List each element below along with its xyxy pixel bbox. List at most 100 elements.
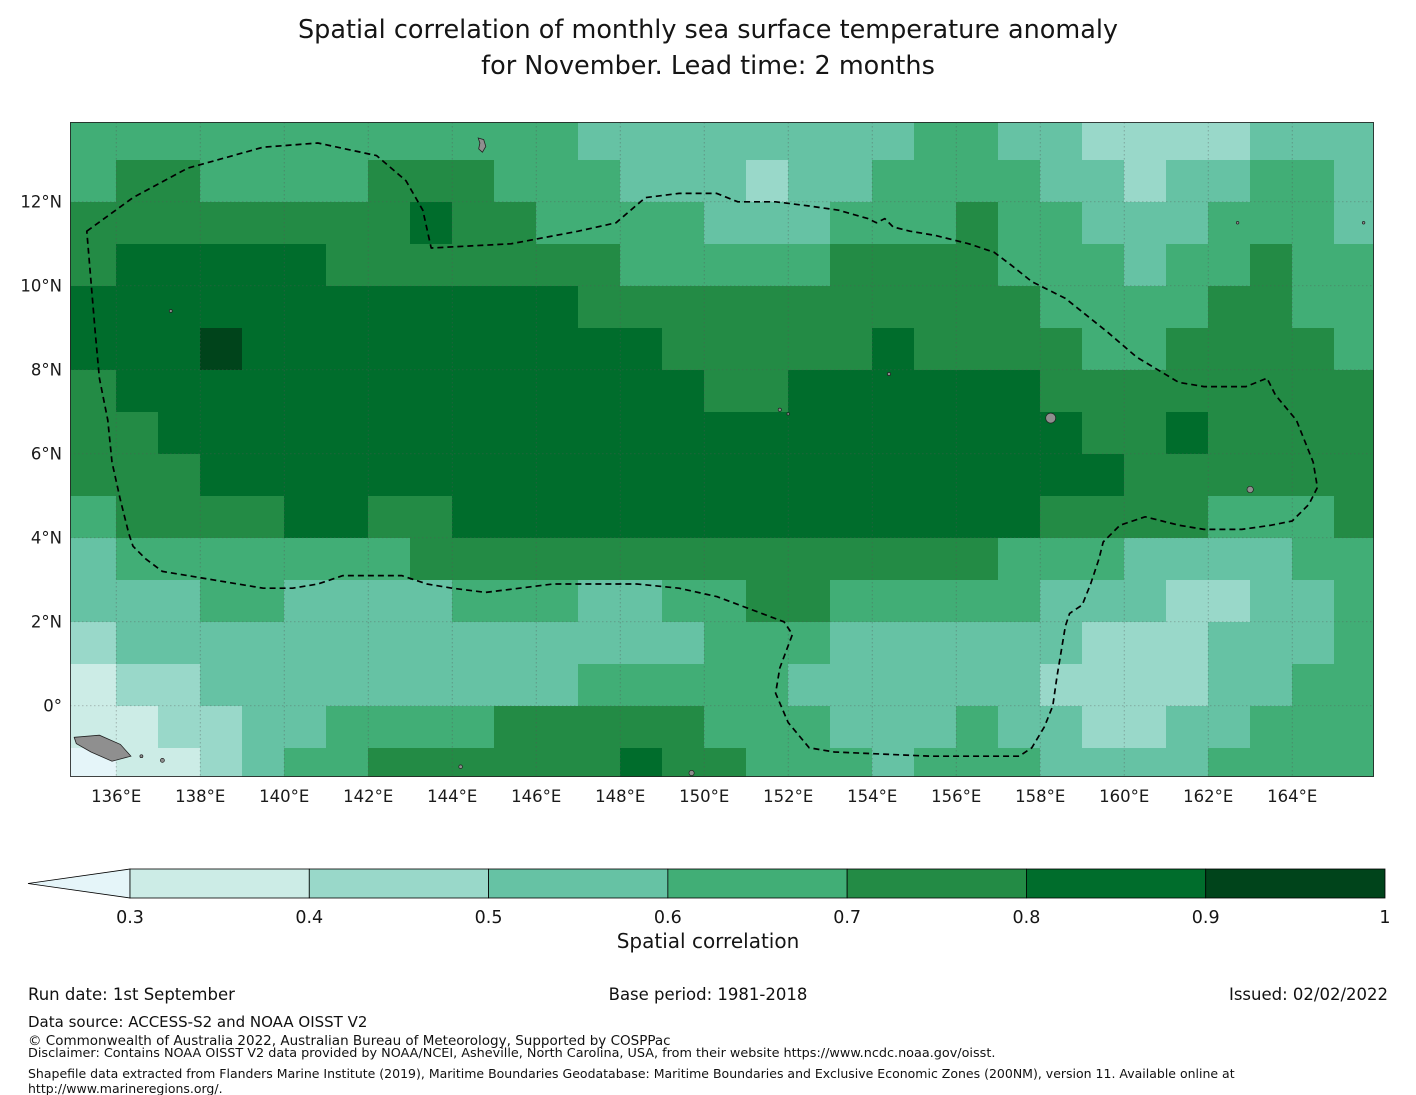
island-chuuk-2 — [786, 412, 790, 416]
map-cell — [242, 159, 285, 202]
map-cell — [830, 579, 873, 622]
map-cell — [326, 663, 369, 706]
map-cell — [116, 621, 159, 664]
x-tick-label: 158°E — [1015, 787, 1066, 806]
map-cell — [662, 579, 705, 622]
map-cell — [1250, 705, 1293, 748]
map-cell — [368, 411, 411, 454]
map-cell — [704, 537, 747, 580]
map-cell — [1292, 537, 1335, 580]
map-cell — [200, 747, 243, 777]
map-cell — [998, 411, 1041, 454]
x-tick-label: 146°E — [511, 787, 562, 806]
map-cell — [830, 537, 873, 580]
map-cell — [1040, 243, 1083, 286]
map-cell — [1334, 285, 1374, 328]
map-cell — [956, 705, 999, 748]
map-cell — [242, 747, 285, 777]
map-cell — [242, 495, 285, 538]
map-cell — [998, 453, 1041, 496]
map-cell — [1124, 621, 1167, 664]
map-cell — [746, 369, 789, 412]
map-cell — [284, 495, 327, 538]
map-cell — [1166, 663, 1209, 706]
map-cell — [998, 663, 1041, 706]
map-cell — [1250, 159, 1293, 202]
map-cell — [452, 579, 495, 622]
map-cell — [830, 411, 873, 454]
map-cell — [1292, 411, 1335, 454]
map-cell — [116, 411, 159, 454]
map-cell — [1082, 453, 1125, 496]
map-cell — [116, 369, 159, 412]
map-cell — [200, 159, 243, 202]
map-cell — [1334, 122, 1374, 160]
data-source-text: Data source: ACCESS-S2 and NOAA OISST V2 — [28, 1013, 368, 1031]
map-cell — [1334, 201, 1374, 244]
map-cell — [914, 705, 957, 748]
map-cell — [536, 579, 579, 622]
map-cell — [620, 327, 663, 370]
map-cell — [788, 327, 831, 370]
map-cell — [70, 243, 117, 286]
map-cell — [788, 579, 831, 622]
map-cell — [662, 621, 705, 664]
colorbar-tick-label: 0.6 — [654, 908, 682, 928]
map-cell — [452, 369, 495, 412]
map-cell — [116, 453, 159, 496]
map-cell — [116, 537, 159, 580]
colorbar-svg: 0.3 0.4 0.5 0.6 0.7 0.8 0.9 1 — [27, 868, 1391, 928]
island-guam — [477, 137, 487, 153]
map-cell — [956, 495, 999, 538]
map-cell — [830, 621, 873, 664]
map-cell — [452, 747, 495, 777]
map-cell — [410, 705, 453, 748]
map-cell — [116, 285, 159, 328]
map-cell — [326, 122, 369, 160]
map-cell — [116, 705, 159, 748]
map-cell — [620, 201, 663, 244]
map-cell — [1334, 159, 1374, 202]
x-tick-label: 140°E — [259, 787, 310, 806]
map-cell — [620, 579, 663, 622]
map-cell — [494, 747, 537, 777]
x-tick-label: 150°E — [679, 787, 730, 806]
map-cell — [746, 537, 789, 580]
x-tick-label: 164°E — [1267, 787, 1318, 806]
map-cell — [368, 159, 411, 202]
map-cell — [1082, 411, 1125, 454]
map-cell — [998, 537, 1041, 580]
map-cell — [1208, 663, 1251, 706]
colorbar-tick-label: 0.9 — [1192, 908, 1220, 928]
map-cell — [956, 621, 999, 664]
y-tick-label: 12°N — [20, 192, 62, 212]
map-cell — [788, 243, 831, 286]
map-cell — [284, 747, 327, 777]
map-cell — [1124, 705, 1167, 748]
map-cell — [830, 705, 873, 748]
map-cell — [1208, 411, 1251, 454]
map-cell — [830, 201, 873, 244]
map-cell — [410, 747, 453, 777]
map-cell — [1124, 159, 1167, 202]
map-cell — [788, 495, 831, 538]
map-cell — [662, 705, 705, 748]
map-cell — [326, 369, 369, 412]
map-cell — [452, 705, 495, 748]
map-cell — [284, 537, 327, 580]
map-cell — [956, 747, 999, 777]
map-cell — [368, 579, 411, 622]
map-cell — [326, 747, 369, 777]
map-cell — [1124, 285, 1167, 328]
map-cell — [1250, 285, 1293, 328]
map-cell — [494, 369, 537, 412]
map-cell — [536, 243, 579, 286]
map-cell — [536, 537, 579, 580]
map-cell — [410, 201, 453, 244]
map-cell — [1250, 747, 1293, 777]
map-cell — [1250, 411, 1293, 454]
map-cell — [746, 285, 789, 328]
colorbar-label: Spatial correlation — [616, 929, 800, 953]
chart-title-line2: for November. Lead time: 2 months — [481, 51, 935, 81]
map-cell — [998, 159, 1041, 202]
